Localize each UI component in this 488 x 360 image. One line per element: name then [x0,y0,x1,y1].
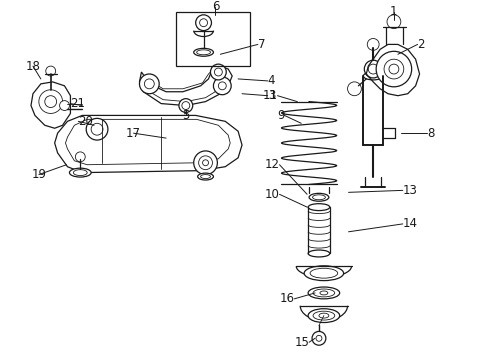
Text: 3: 3 [267,89,274,102]
Text: 17: 17 [126,127,141,140]
Ellipse shape [193,48,213,56]
Circle shape [195,15,211,31]
Text: 12: 12 [264,158,279,171]
Circle shape [347,82,361,96]
Text: 11: 11 [262,89,277,102]
Ellipse shape [197,173,213,180]
Text: 2: 2 [417,38,424,51]
Ellipse shape [307,204,329,211]
Bar [176,12,249,66]
Text: 20: 20 [78,115,93,128]
Circle shape [60,101,69,111]
Text: 9: 9 [276,109,284,122]
Ellipse shape [363,72,382,80]
Text: 21: 21 [70,97,85,110]
Circle shape [210,64,226,80]
Circle shape [139,74,159,94]
Circle shape [86,118,108,140]
Circle shape [366,39,378,50]
Text: 16: 16 [279,292,294,305]
Circle shape [375,51,411,87]
Text: 18: 18 [25,60,41,73]
Text: 1: 1 [389,5,397,18]
Text: 13: 13 [402,184,417,197]
Ellipse shape [304,266,343,280]
Text: 4: 4 [267,75,275,87]
Text: 10: 10 [264,188,279,201]
Ellipse shape [308,193,328,201]
Circle shape [193,151,217,175]
Text: 8: 8 [427,127,434,140]
Ellipse shape [307,309,339,323]
Text: 14: 14 [402,217,417,230]
Text: 6: 6 [211,0,219,13]
Circle shape [179,99,192,112]
Text: 7: 7 [257,38,265,51]
Text: 15: 15 [294,336,308,349]
Circle shape [311,332,325,345]
Text: 5: 5 [182,109,189,122]
Circle shape [39,90,62,113]
Ellipse shape [307,250,329,257]
Ellipse shape [307,287,339,299]
Circle shape [364,60,381,78]
Ellipse shape [69,168,91,177]
Circle shape [213,77,231,95]
Text: 19: 19 [31,168,46,181]
